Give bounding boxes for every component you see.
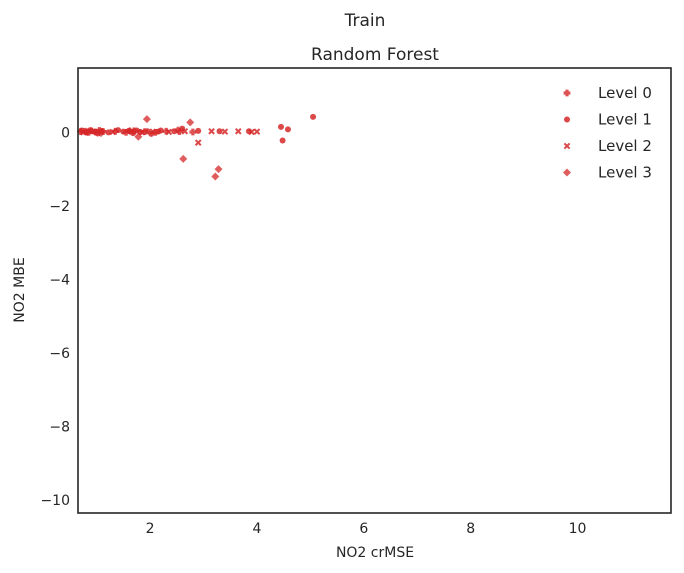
y-tick-label: −4 <box>49 272 70 288</box>
legend-entry: Level 3 <box>563 164 652 182</box>
x-axis-label: NO2 crMSE <box>336 545 414 561</box>
data-point <box>284 126 291 133</box>
data-point <box>221 128 229 135</box>
data-point <box>189 128 197 136</box>
data-point <box>278 123 285 130</box>
legend-label: Level 1 <box>598 111 652 129</box>
data-point <box>253 128 261 135</box>
legend-entry: Level 2 <box>563 137 652 155</box>
data-point <box>157 127 164 134</box>
chart-title: Random Forest <box>311 45 439 65</box>
series-level-2 <box>80 127 261 146</box>
data-point <box>165 128 173 136</box>
legend-marker <box>564 116 570 123</box>
x-tick-label: 8 <box>466 521 475 537</box>
x-tick-label: 10 <box>569 521 587 537</box>
legend-entry: Level 0 <box>563 84 652 102</box>
data-point <box>208 127 215 135</box>
y-tick-label: −10 <box>40 493 70 509</box>
data-point <box>214 165 223 174</box>
data-point <box>115 127 122 134</box>
data-point <box>134 132 143 141</box>
data-point <box>310 113 317 120</box>
legend-label: Level 0 <box>598 84 652 102</box>
data-point <box>149 128 157 135</box>
y-axis-ticks: 0 −2 −4 −6 −8 −10 <box>40 125 70 509</box>
data-point <box>279 137 286 144</box>
data-point <box>211 172 220 181</box>
x-axis-ticks: 2 4 6 8 10 <box>146 521 587 537</box>
legend-label: Level 3 <box>598 164 652 182</box>
legend-marker <box>563 142 571 150</box>
y-tick-label: −8 <box>49 420 70 436</box>
x-tick-label: 6 <box>359 521 368 537</box>
plot-area-frame <box>77 67 672 514</box>
legend-marker <box>563 168 571 177</box>
legend-entry: Level 1 <box>564 111 652 129</box>
data-point <box>83 127 92 136</box>
data-point <box>120 128 127 135</box>
data-point <box>173 126 182 135</box>
y-axis-label: NO2 MBE <box>12 257 28 322</box>
x-tick-label: 4 <box>253 521 262 537</box>
x-tick-label: 2 <box>146 521 155 537</box>
legend: Level 0 Level 1 Level 2 Level 3 <box>563 84 652 182</box>
data-point <box>216 128 223 135</box>
y-tick-label: −2 <box>49 199 70 215</box>
data-point <box>125 126 134 135</box>
data-point <box>195 127 202 134</box>
data-point <box>162 127 170 135</box>
data-point <box>138 129 146 136</box>
data-point <box>234 127 242 135</box>
y-tick-label: 0 <box>61 125 70 141</box>
figure-suptitle: Train <box>344 11 386 31</box>
data-point <box>181 127 189 135</box>
data-point <box>96 129 105 138</box>
data-point <box>186 118 195 127</box>
legend-label: Level 2 <box>598 137 652 155</box>
data-point <box>142 115 151 124</box>
data-point <box>179 154 188 163</box>
series-level-3 <box>83 115 223 181</box>
y-tick-label: −6 <box>49 346 70 362</box>
data-point <box>248 128 255 136</box>
data-point <box>109 128 117 136</box>
data-point <box>194 139 202 146</box>
legend-marker <box>563 89 571 97</box>
